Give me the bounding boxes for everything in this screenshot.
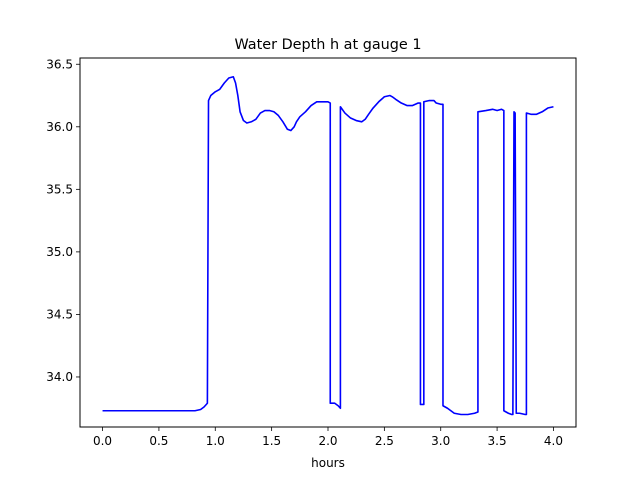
y-tick-label: 35.0 (46, 245, 73, 259)
x-tick-label: 4.0 (544, 434, 563, 448)
y-tick-label: 34.5 (46, 307, 73, 321)
x-tick-label: 1.5 (262, 434, 281, 448)
y-tick-label: 35.5 (46, 182, 73, 196)
x-tick-label: 0.0 (93, 434, 112, 448)
x-tick-label: 0.5 (149, 434, 168, 448)
chart-title: Water Depth h at gauge 1 (234, 37, 421, 53)
y-tick-label: 34.0 (46, 370, 73, 384)
x-tick-label: 3.5 (488, 434, 507, 448)
y-axis: 34.0 34.5 35.0 35.5 36.0 36.5 (46, 57, 80, 384)
y-tick-label: 36.0 (46, 120, 73, 134)
x-axis-label: hours (311, 456, 345, 470)
x-tick-label: 2.5 (375, 434, 394, 448)
plot-frame (79, 57, 577, 428)
x-tick-label: 1.0 (206, 434, 225, 448)
y-tick-label: 36.5 (46, 57, 73, 71)
x-axis: 0.0 0.5 1.0 1.5 2.0 2.5 3.0 3.5 4.0 (93, 427, 563, 448)
series-line-1 (102, 75, 554, 416)
x-tick-label: 2.0 (318, 434, 337, 448)
x-tick-label: 3.0 (431, 434, 450, 448)
